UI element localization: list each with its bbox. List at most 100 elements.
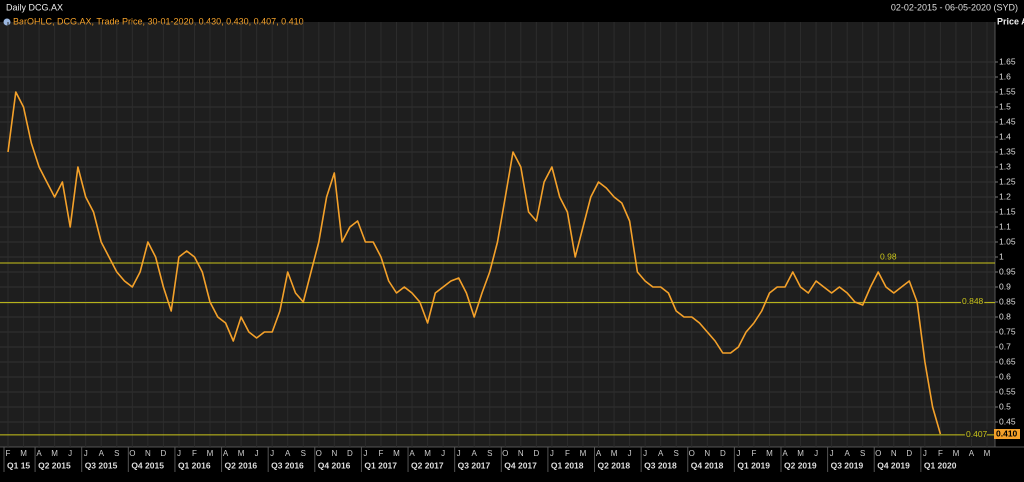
quarter-label: Q3 2018 <box>644 460 677 470</box>
y-tick-label: 0.65 <box>999 356 1016 366</box>
x-tick-label: J <box>643 449 647 458</box>
x-tick-label: F <box>379 449 384 458</box>
x-tick-label: A <box>285 449 291 458</box>
y-tick-label: 0.7 <box>999 341 1011 351</box>
x-tick-label: N <box>891 449 897 458</box>
legend-icon <box>3 18 11 26</box>
x-tick-label: M <box>953 449 960 458</box>
quarter-label: Q1 15 <box>7 460 30 470</box>
y-tick-label: 1.6 <box>999 71 1011 81</box>
x-tick-label: M <box>984 449 991 458</box>
quarter-label: Q3 2015 <box>85 460 118 470</box>
x-tick-label: F <box>6 449 11 458</box>
x-tick-label: J <box>550 449 554 458</box>
quarter-label: Q3 2019 <box>831 460 864 470</box>
y-tick-label: 0.8 <box>999 311 1011 321</box>
x-tick-label: J <box>84 449 88 458</box>
x-tick-label: D <box>906 449 912 458</box>
x-tick-label: A <box>782 449 788 458</box>
x-tick-label: O <box>502 449 508 458</box>
quarter-label: Q1 2019 <box>737 460 770 470</box>
plot-area <box>0 22 995 447</box>
x-tick-label: M <box>611 449 618 458</box>
x-tick-label: M <box>424 449 431 458</box>
y-tick-label: 0.95 <box>999 266 1016 276</box>
x-tick-label: S <box>674 449 679 458</box>
quarter-label: Q4 2017 <box>504 460 537 470</box>
y-tick-label: 0.6 <box>999 371 1011 381</box>
quarter-label: Q1 2017 <box>364 460 397 470</box>
x-tick-label: S <box>114 449 119 458</box>
legend: BarOHLC, DCG.AX, Trade Price, 30-01-2020… <box>13 16 304 26</box>
quarter-label: Q4 2019 <box>877 460 910 470</box>
x-tick-label: A <box>596 449 602 458</box>
last-price-label: 0.410 <box>996 428 1018 438</box>
x-tick-label: J <box>441 449 445 458</box>
x-tick-label: O <box>689 449 695 458</box>
x-tick-label: M <box>393 449 400 458</box>
y-tick-label: 1.5 <box>999 101 1011 111</box>
x-tick-label: M <box>238 449 245 458</box>
quarter-label: Q2 2018 <box>598 460 631 470</box>
y-tick-label: 1.05 <box>999 236 1016 246</box>
x-tick-label: J <box>177 449 181 458</box>
quarter-label: Q4 2015 <box>131 460 164 470</box>
level-label: 0.407 <box>966 429 988 439</box>
x-tick-label: J <box>736 449 740 458</box>
level-label: 0.848 <box>962 296 984 306</box>
last-price-box <box>994 429 1020 439</box>
quarter-label: Q1 2018 <box>551 460 584 470</box>
y-tick-label: 0.85 <box>999 296 1016 306</box>
chart-title: Daily DCG.AX <box>6 2 63 12</box>
x-tick-label: A <box>99 449 105 458</box>
x-tick-label: F <box>751 449 756 458</box>
quarter-label: Q4 2016 <box>318 460 351 470</box>
x-tick-label: S <box>860 449 865 458</box>
x-tick-label: A <box>658 449 664 458</box>
y-tick-label: 1.65 <box>999 56 1016 66</box>
quarter-label: Q3 2017 <box>458 460 491 470</box>
x-tick-label: D <box>347 449 353 458</box>
y-tick-label: 1 <box>999 251 1004 261</box>
x-tick-label: J <box>923 449 927 458</box>
x-tick-label: F <box>565 449 570 458</box>
x-tick-label: M <box>797 449 804 458</box>
y-tick-label: 1.2 <box>999 191 1011 201</box>
x-tick-label: J <box>270 449 274 458</box>
quarter-label: Q2 2017 <box>411 460 444 470</box>
x-tick-label: D <box>533 449 539 458</box>
y-tick-label: 1.35 <box>999 146 1016 156</box>
x-tick-label: J <box>628 449 632 458</box>
x-tick-label: O <box>316 449 322 458</box>
x-tick-label: F <box>938 449 943 458</box>
x-tick-label: J <box>255 449 259 458</box>
y-tick-label: 0.9 <box>999 281 1011 291</box>
x-tick-label: M <box>207 449 214 458</box>
y-tick-label: 1.15 <box>999 206 1016 216</box>
x-tick-label: A <box>36 449 42 458</box>
x-tick-label: S <box>487 449 492 458</box>
x-tick-label: J <box>363 449 367 458</box>
y-tick-label: 1.4 <box>999 131 1011 141</box>
y-tick-label: 0.75 <box>999 326 1016 336</box>
quarter-label: Q2 2015 <box>38 460 71 470</box>
x-tick-label: A <box>844 449 850 458</box>
x-tick-label: J <box>830 449 834 458</box>
x-tick-label: J <box>457 449 461 458</box>
x-tick-label: N <box>518 449 524 458</box>
y-axis-label: Price AUD <box>997 16 1024 26</box>
quarter-label: Q2 2019 <box>784 460 817 470</box>
y-tick-label: 1.45 <box>999 116 1016 126</box>
x-tick-label: S <box>301 449 306 458</box>
x-tick-label: J <box>814 449 818 458</box>
x-tick-label: D <box>720 449 726 458</box>
x-tick-label: M <box>51 449 58 458</box>
y-tick-label: 1.25 <box>999 176 1016 186</box>
quarter-label: Q4 2018 <box>691 460 724 470</box>
x-tick-label: A <box>969 449 975 458</box>
y-tick-label: 0.45 <box>999 416 1016 426</box>
quarter-label: Q3 2016 <box>271 460 304 470</box>
y-tick-label: 0.5 <box>999 401 1011 411</box>
date-range: 02-02-2015 - 06-05-2020 (SYD) <box>891 2 1018 12</box>
